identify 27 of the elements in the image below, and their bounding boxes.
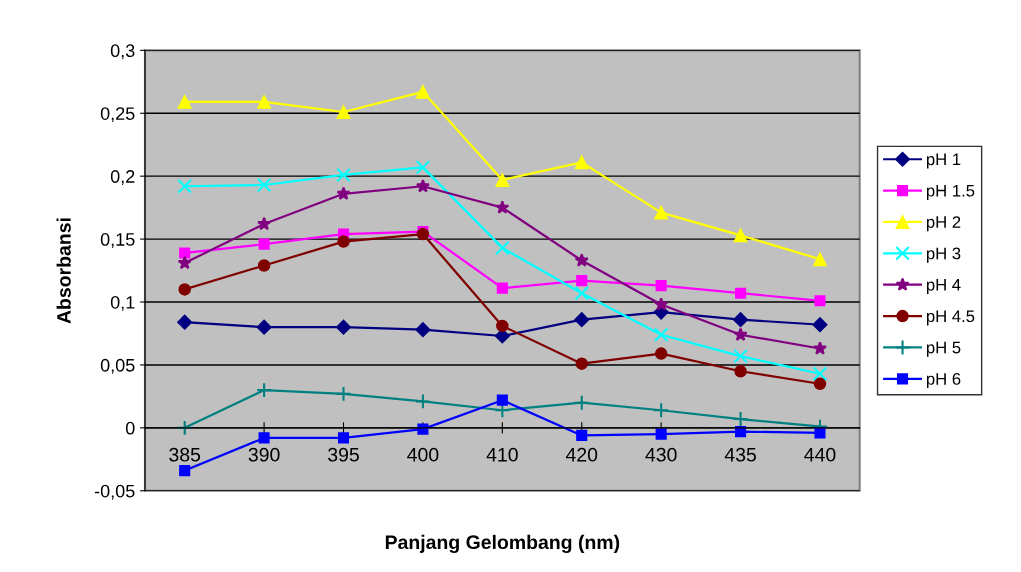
x-tick-label: 440: [804, 447, 836, 462]
x-tick-label: 390: [248, 447, 280, 462]
x-tick-label: 430: [645, 447, 677, 462]
y-tick-label: 0: [125, 421, 135, 435]
y-tick-label: 0,25: [100, 107, 135, 123]
legend-label: pH 1: [926, 153, 961, 169]
y-tick-label: 0,1: [110, 295, 135, 311]
x-tick-label: 395: [328, 447, 359, 462]
y-tick-label: 0,15: [100, 233, 135, 248]
legend-label: pH 2: [926, 216, 961, 232]
legend-label: pH 1.5: [926, 184, 975, 200]
y-tick-label: 0,2: [110, 170, 135, 186]
legend-label: pH 4.5: [926, 310, 975, 326]
y-tick-label: 0,3: [110, 44, 135, 60]
x-tick-label: 420: [565, 447, 598, 462]
x-tick-label: 410: [486, 447, 518, 462]
legend-label: pH 3: [926, 247, 961, 263]
legend-label: pH 5: [926, 341, 961, 357]
x-tick-label: 400: [407, 447, 439, 462]
x-tick-label: 435: [724, 447, 756, 462]
legend-label: pH 4: [926, 279, 961, 295]
y-tick-label: 0,05: [100, 358, 135, 374]
y-tick-label: -0,05: [94, 484, 135, 500]
x-axis-title: Panjang Gelombang (nm): [385, 534, 620, 554]
y-axis-title: Absorbansi: [56, 218, 71, 324]
legend-label: pH 6: [926, 373, 961, 389]
x-tick-label: 385: [169, 447, 201, 462]
